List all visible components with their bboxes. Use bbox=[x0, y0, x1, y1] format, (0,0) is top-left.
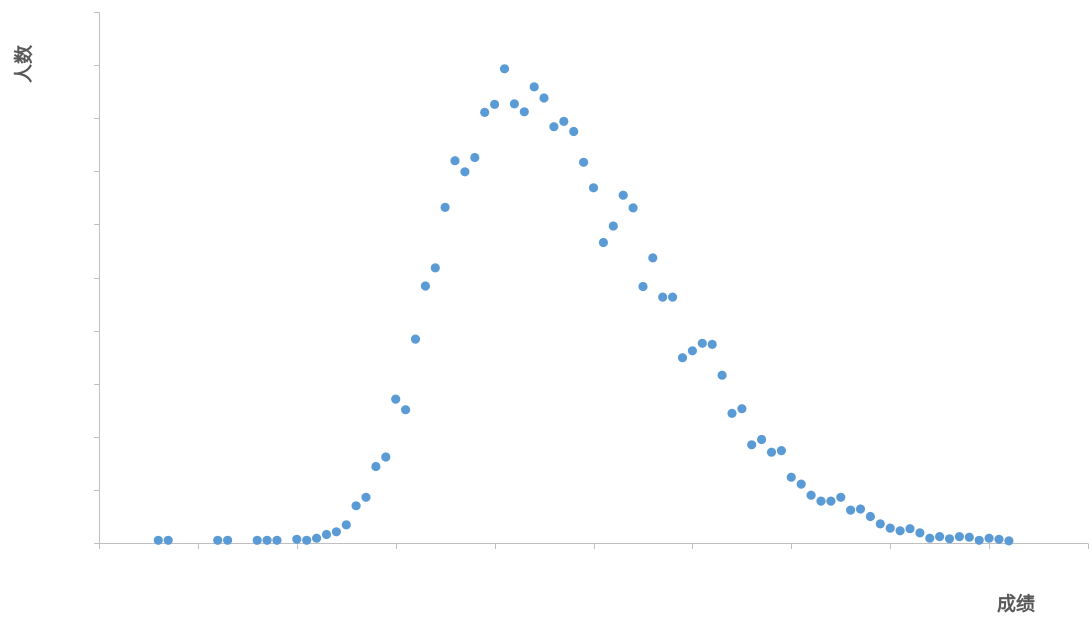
data-point bbox=[816, 496, 826, 506]
data-point bbox=[717, 370, 727, 380]
data-point bbox=[410, 334, 421, 344]
data-point bbox=[302, 535, 312, 545]
data-points bbox=[153, 64, 1014, 546]
x-axis-label: 成绩 bbox=[997, 592, 1035, 615]
data-point bbox=[925, 533, 935, 543]
data-point bbox=[480, 107, 490, 117]
data-point bbox=[391, 394, 401, 404]
data-point bbox=[163, 535, 173, 545]
data-point bbox=[470, 152, 480, 163]
data-point bbox=[964, 532, 974, 542]
data-point bbox=[915, 528, 925, 538]
data-point bbox=[213, 535, 223, 545]
data-point bbox=[549, 122, 559, 132]
data-point bbox=[687, 346, 698, 356]
data-point bbox=[252, 535, 262, 545]
data-point bbox=[499, 64, 510, 74]
data-point bbox=[490, 99, 500, 109]
data-point bbox=[420, 281, 430, 291]
data-point bbox=[885, 523, 895, 533]
data-point bbox=[341, 520, 351, 530]
data-point bbox=[272, 535, 282, 545]
data-point bbox=[826, 496, 836, 506]
data-point bbox=[766, 447, 777, 457]
data-point bbox=[579, 157, 589, 167]
data-point bbox=[529, 82, 539, 92]
data-point bbox=[588, 183, 599, 193]
data-point bbox=[994, 534, 1004, 544]
data-point bbox=[658, 292, 668, 302]
data-point bbox=[806, 490, 816, 500]
data-point bbox=[865, 511, 876, 522]
data-point bbox=[628, 203, 638, 213]
data-point bbox=[450, 156, 460, 166]
data-point bbox=[371, 461, 381, 472]
data-point bbox=[727, 408, 737, 418]
data-point bbox=[519, 107, 529, 117]
data-point bbox=[776, 446, 787, 456]
data-point bbox=[559, 116, 569, 126]
data-point bbox=[677, 353, 688, 363]
data-point bbox=[737, 404, 747, 414]
data-point bbox=[292, 534, 302, 544]
data-point bbox=[598, 237, 609, 248]
axes bbox=[94, 12, 1089, 549]
data-point bbox=[638, 281, 648, 292]
data-point bbox=[757, 434, 767, 445]
data-point bbox=[974, 535, 984, 545]
data-point bbox=[855, 504, 866, 514]
data-point bbox=[262, 535, 272, 545]
data-point bbox=[361, 492, 371, 502]
data-point bbox=[153, 535, 163, 545]
data-point bbox=[846, 505, 856, 515]
data-point bbox=[668, 292, 678, 302]
data-point bbox=[351, 501, 361, 511]
data-point bbox=[618, 190, 628, 200]
data-point bbox=[707, 339, 717, 349]
data-point bbox=[430, 263, 440, 273]
data-point bbox=[905, 524, 915, 534]
data-point bbox=[460, 167, 470, 177]
data-point bbox=[875, 519, 885, 529]
data-point bbox=[747, 440, 757, 450]
data-point bbox=[312, 533, 322, 543]
data-point bbox=[440, 202, 450, 212]
data-point bbox=[796, 479, 806, 489]
data-point bbox=[1004, 536, 1014, 546]
data-point bbox=[697, 338, 707, 348]
data-point bbox=[539, 93, 549, 103]
data-point bbox=[954, 532, 965, 542]
data-point bbox=[608, 221, 618, 231]
data-point bbox=[786, 472, 796, 482]
data-point bbox=[509, 99, 519, 109]
data-point bbox=[321, 529, 332, 540]
data-point bbox=[895, 526, 905, 536]
data-point bbox=[648, 253, 658, 263]
data-point bbox=[223, 535, 233, 545]
data-point bbox=[569, 126, 579, 137]
data-point bbox=[984, 533, 994, 543]
data-point bbox=[935, 532, 945, 542]
data-point bbox=[401, 405, 411, 415]
data-point bbox=[836, 492, 846, 502]
data-point bbox=[331, 527, 341, 537]
data-point bbox=[944, 534, 955, 544]
data-point bbox=[381, 452, 391, 462]
y-axis-label: 人数 bbox=[12, 44, 35, 83]
